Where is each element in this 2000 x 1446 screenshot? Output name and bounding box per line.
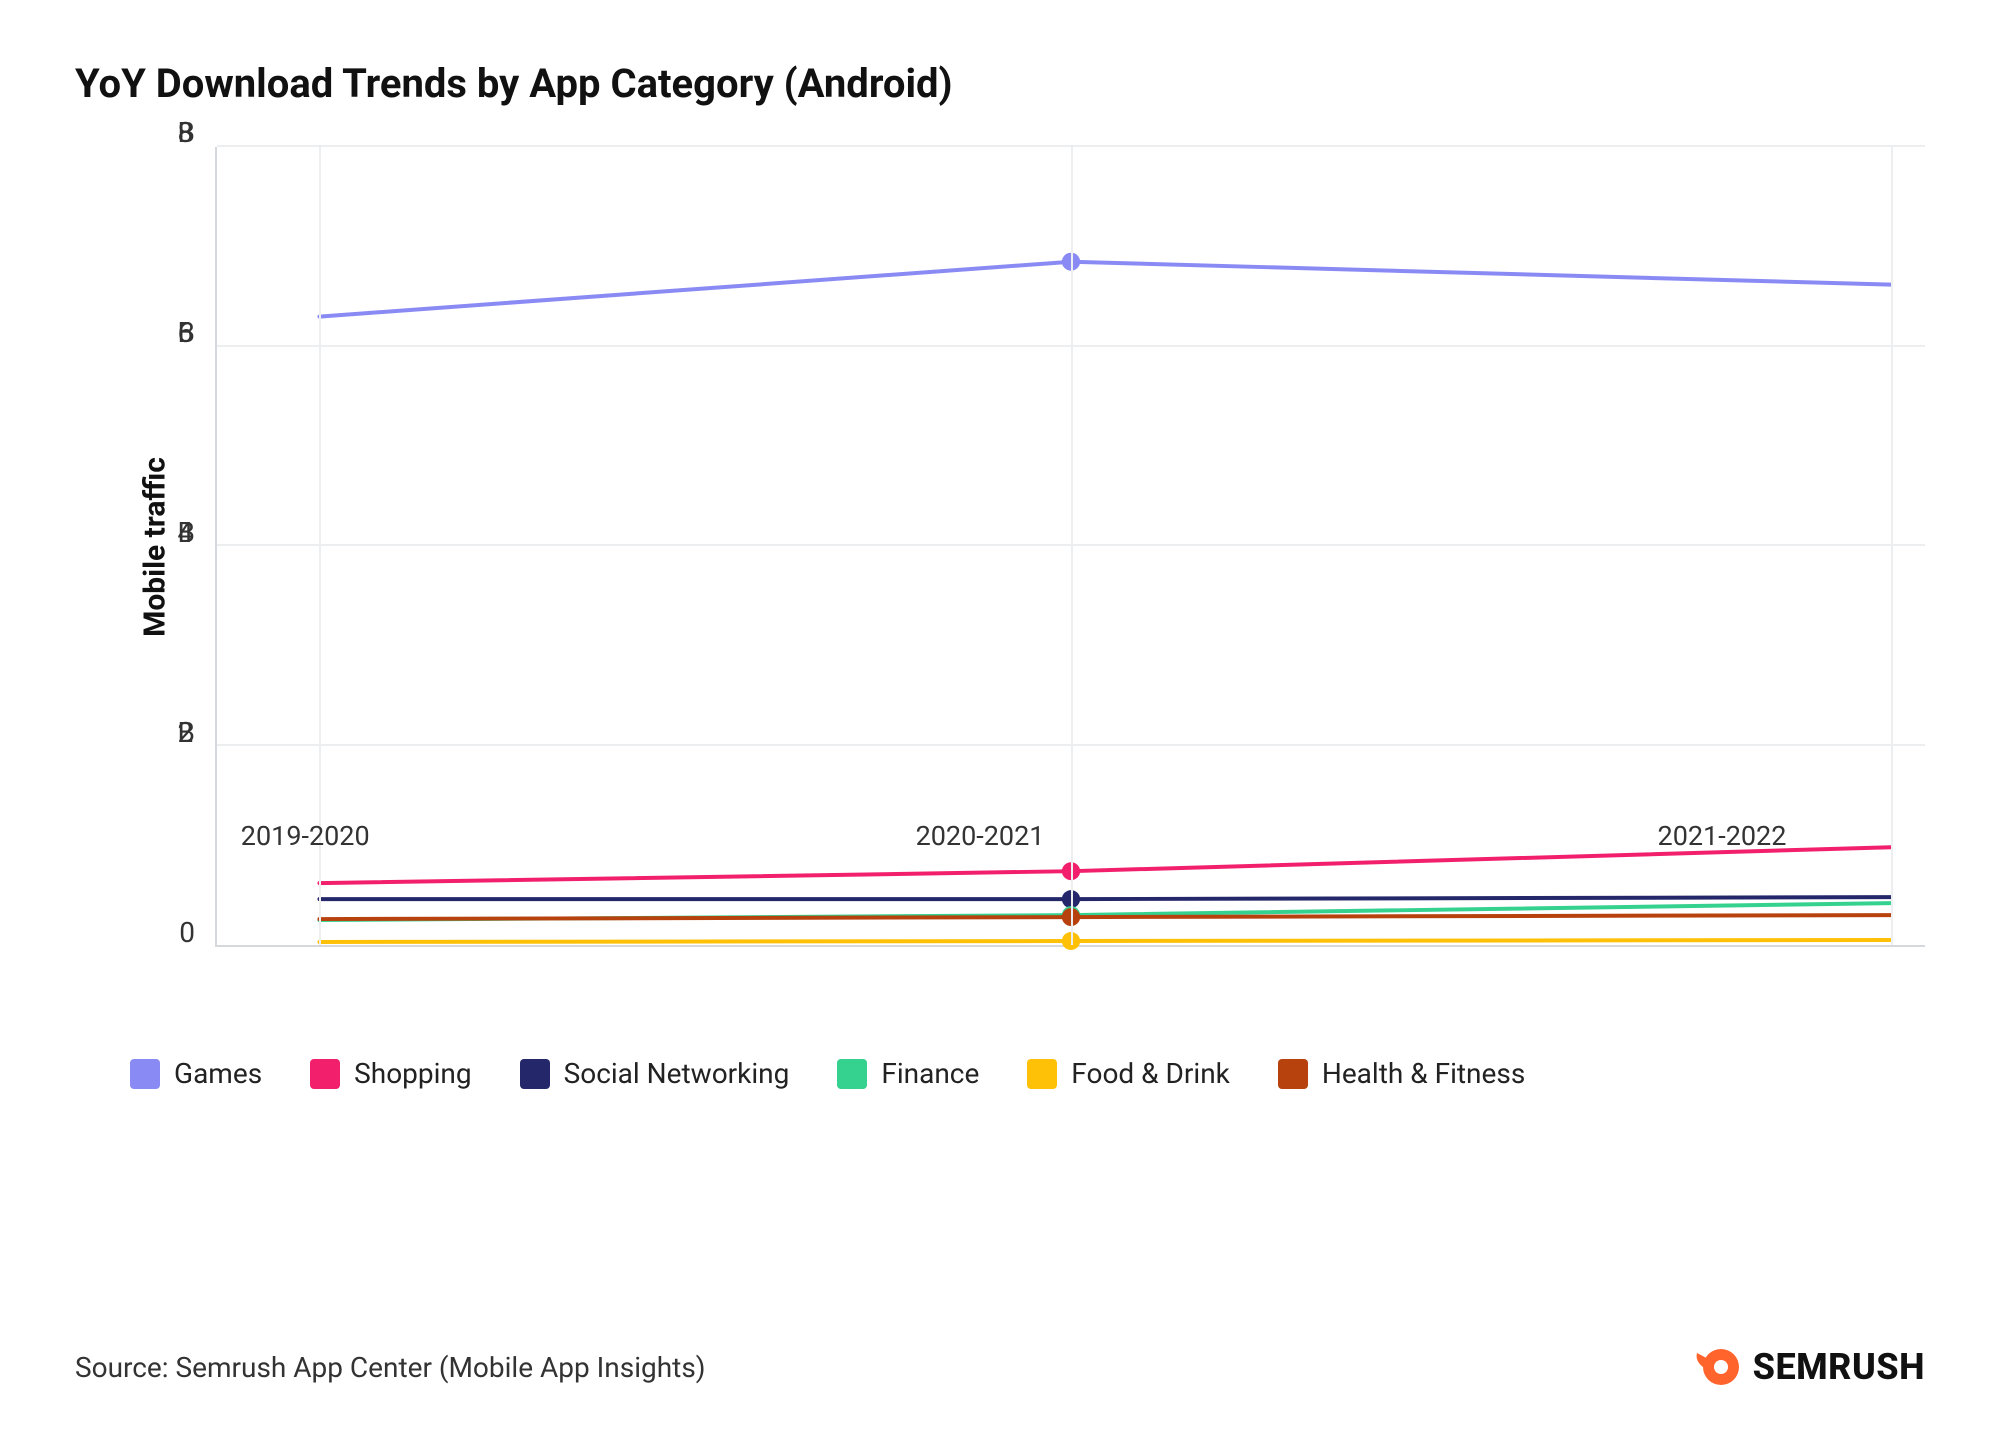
footer: Source: Semrush App Center (Mobile App I… bbox=[75, 1343, 1925, 1391]
series-line bbox=[319, 897, 1890, 899]
series-line bbox=[319, 915, 1890, 919]
legend-swatch bbox=[1278, 1059, 1308, 1089]
legend-swatch bbox=[310, 1059, 340, 1089]
semrush-icon bbox=[1693, 1343, 1741, 1391]
y-axis-label: Mobile traffic bbox=[137, 457, 172, 637]
source-text: Source: Semrush App Center (Mobile App I… bbox=[75, 1351, 706, 1384]
chart-title: YoY Download Trends by App Category (And… bbox=[75, 60, 1925, 107]
x-tick: 2020-2021 bbox=[916, 820, 1045, 852]
series-line bbox=[319, 847, 1890, 883]
brand-logo: SEMRUSH bbox=[1693, 1343, 1925, 1391]
legend-label: Finance bbox=[881, 1057, 979, 1090]
legend-label: Food & Drink bbox=[1071, 1057, 1230, 1090]
legend-item: Food & Drink bbox=[1027, 1057, 1230, 1090]
legend-label: Social Networking bbox=[564, 1057, 790, 1090]
legend-item: Finance bbox=[837, 1057, 979, 1090]
legend-swatch bbox=[130, 1059, 160, 1089]
legend-label: Shopping bbox=[354, 1057, 471, 1090]
legend-label: Health & Fitness bbox=[1322, 1057, 1525, 1090]
legend: Games Shopping Social Networking Finance Foo… bbox=[130, 1057, 1925, 1090]
x-tick: 2021-2022 bbox=[1658, 820, 1787, 852]
legend-item: Shopping bbox=[310, 1057, 471, 1090]
legend-swatch bbox=[1027, 1059, 1057, 1089]
series-line bbox=[319, 262, 1890, 317]
legend-item: Games bbox=[130, 1057, 262, 1090]
legend-item: Social Networking bbox=[520, 1057, 790, 1090]
series-line bbox=[319, 940, 1890, 942]
gridline-v bbox=[1071, 147, 1073, 945]
brand-text: SEMRUSH bbox=[1753, 1346, 1925, 1388]
gridline-v bbox=[1891, 147, 1893, 945]
legend-label: Games bbox=[174, 1057, 262, 1090]
legend-swatch bbox=[837, 1059, 867, 1089]
legend-swatch bbox=[520, 1059, 550, 1089]
legend-item: Health & Fitness bbox=[1278, 1057, 1525, 1090]
x-tick: 2019-2020 bbox=[241, 820, 370, 852]
